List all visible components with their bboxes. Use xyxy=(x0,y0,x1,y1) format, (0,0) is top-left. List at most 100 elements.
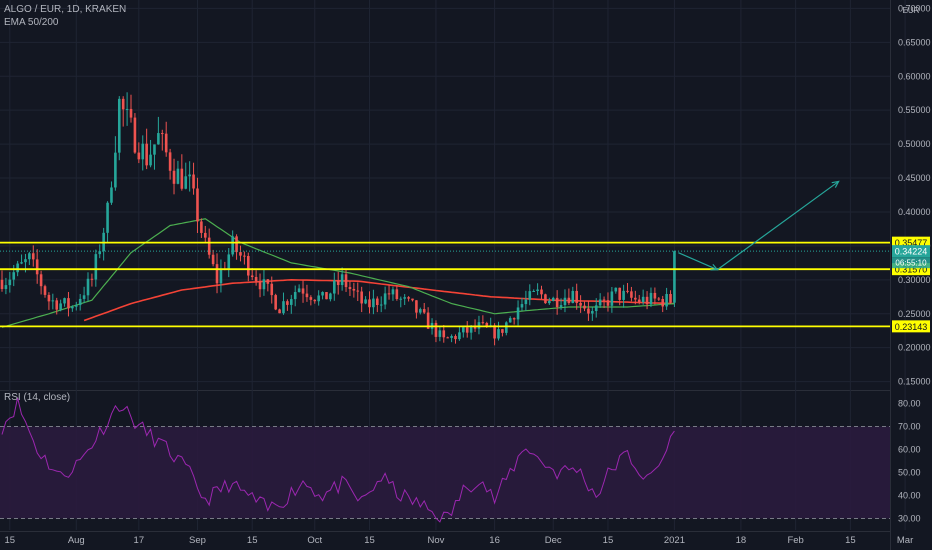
candle[interactable] xyxy=(94,249,98,287)
candle[interactable] xyxy=(559,298,563,310)
projection-path[interactable] xyxy=(678,180,839,271)
candle[interactable] xyxy=(450,334,453,343)
candle[interactable] xyxy=(145,128,148,170)
candle[interactable] xyxy=(614,287,618,294)
candle[interactable] xyxy=(505,321,508,336)
candle[interactable] xyxy=(153,144,156,170)
candle[interactable] xyxy=(587,300,590,321)
candle[interactable] xyxy=(90,273,94,287)
candle[interactable] xyxy=(630,286,633,302)
candle[interactable] xyxy=(348,281,352,296)
candle[interactable] xyxy=(591,306,594,321)
candle[interactable] xyxy=(360,286,363,313)
candle[interactable] xyxy=(297,284,301,293)
candle[interactable] xyxy=(192,162,195,195)
candle[interactable] xyxy=(67,291,70,317)
candle[interactable] xyxy=(219,259,223,293)
candle[interactable] xyxy=(215,253,219,294)
candle[interactable] xyxy=(376,296,379,313)
candle[interactable] xyxy=(571,286,575,304)
candle[interactable] xyxy=(618,287,621,306)
candle[interactable] xyxy=(196,177,199,233)
candle[interactable] xyxy=(125,92,129,126)
candle[interactable] xyxy=(516,300,520,326)
candle[interactable] xyxy=(469,325,473,340)
candlestick-series[interactable] xyxy=(0,92,676,346)
candle[interactable] xyxy=(82,286,86,304)
candle[interactable] xyxy=(157,116,160,145)
candle[interactable] xyxy=(477,315,481,335)
candle[interactable] xyxy=(28,251,31,265)
candle[interactable] xyxy=(602,296,606,309)
candle[interactable] xyxy=(661,295,665,313)
candle[interactable] xyxy=(411,298,414,302)
candle[interactable] xyxy=(235,234,238,260)
candle[interactable] xyxy=(395,285,399,301)
candle[interactable] xyxy=(243,251,246,265)
candle[interactable] xyxy=(548,297,551,305)
horizontal-levels[interactable] xyxy=(0,241,890,328)
candle[interactable] xyxy=(649,287,653,308)
candle[interactable] xyxy=(442,324,446,343)
candle[interactable] xyxy=(673,250,676,307)
candle[interactable] xyxy=(0,270,4,292)
candle[interactable] xyxy=(364,296,367,305)
candle[interactable] xyxy=(301,280,305,303)
candle[interactable] xyxy=(497,321,500,341)
candle[interactable] xyxy=(622,284,625,308)
candle[interactable] xyxy=(579,295,582,313)
candle[interactable] xyxy=(4,277,8,295)
candle[interactable] xyxy=(172,158,176,195)
candle[interactable] xyxy=(532,289,535,293)
candle[interactable] xyxy=(270,276,274,304)
candle[interactable] xyxy=(594,298,598,318)
candle[interactable] xyxy=(313,299,317,304)
candle[interactable] xyxy=(422,302,426,315)
rsi-legend[interactable]: RSI (14, close) xyxy=(4,392,71,403)
candle[interactable] xyxy=(356,282,360,301)
candle[interactable] xyxy=(274,293,277,311)
candle[interactable] xyxy=(293,285,297,307)
candle[interactable] xyxy=(555,290,559,315)
candle[interactable] xyxy=(74,301,78,311)
candle[interactable] xyxy=(637,294,641,305)
candle[interactable] xyxy=(325,291,328,300)
candle[interactable] xyxy=(246,252,250,282)
candle[interactable] xyxy=(211,249,215,267)
candle[interactable] xyxy=(110,181,113,205)
candle[interactable] xyxy=(508,316,512,323)
candle[interactable] xyxy=(43,284,47,298)
candle[interactable] xyxy=(129,94,133,123)
candle[interactable] xyxy=(481,315,485,325)
candle[interactable] xyxy=(114,136,117,191)
candle[interactable] xyxy=(141,135,145,171)
candle[interactable] xyxy=(176,160,180,185)
candle[interactable] xyxy=(645,291,649,310)
candle[interactable] xyxy=(180,154,184,191)
candle[interactable] xyxy=(528,284,532,306)
candle[interactable] xyxy=(102,227,105,261)
candle[interactable] xyxy=(266,278,270,292)
symbol-legend[interactable]: ALGO / EUR, 1D, KRAKEN xyxy=(4,4,127,15)
candle[interactable] xyxy=(551,296,555,302)
candle[interactable] xyxy=(403,294,406,306)
candle[interactable] xyxy=(626,283,629,294)
candle[interactable] xyxy=(434,320,438,343)
candle[interactable] xyxy=(321,291,324,300)
candle[interactable] xyxy=(164,121,168,157)
candle[interactable] xyxy=(258,273,262,298)
candle[interactable] xyxy=(282,292,285,315)
candle[interactable] xyxy=(387,285,391,300)
candle[interactable] xyxy=(454,334,457,344)
candle[interactable] xyxy=(78,294,82,311)
candle[interactable] xyxy=(278,308,281,314)
candle[interactable] xyxy=(39,270,43,295)
candle[interactable] xyxy=(446,336,449,339)
candle[interactable] xyxy=(634,290,637,305)
candle[interactable] xyxy=(121,96,125,127)
candle[interactable] xyxy=(438,326,442,342)
candle[interactable] xyxy=(51,293,55,310)
candle[interactable] xyxy=(31,245,35,267)
candle[interactable] xyxy=(12,264,16,287)
candle[interactable] xyxy=(317,290,320,306)
